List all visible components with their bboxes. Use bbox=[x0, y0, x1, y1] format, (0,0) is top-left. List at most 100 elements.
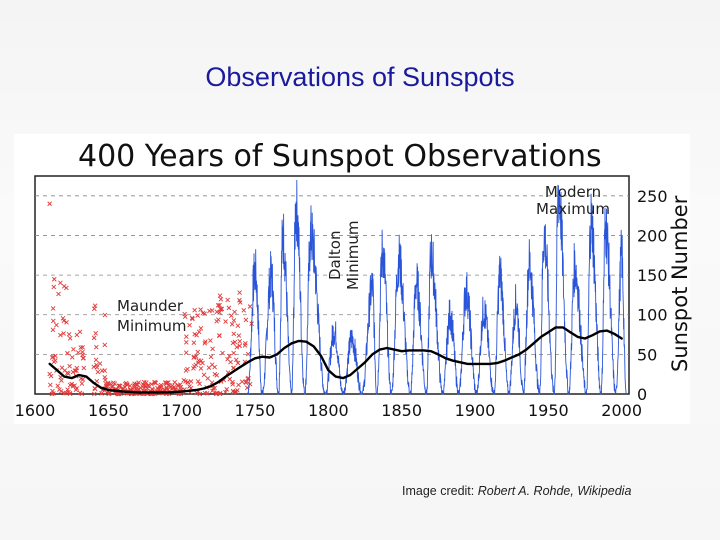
observation-mark bbox=[69, 354, 75, 360]
observation-mark bbox=[201, 372, 207, 378]
observation-mark bbox=[215, 303, 221, 308]
observation-mark bbox=[95, 369, 101, 375]
observation-mark bbox=[65, 370, 70, 376]
observation-mark bbox=[54, 322, 59, 328]
observation-mark bbox=[235, 323, 241, 328]
observation-mark bbox=[185, 380, 191, 385]
observation-mark bbox=[232, 339, 238, 345]
observation-mark bbox=[64, 285, 69, 291]
observation-mark bbox=[75, 350, 81, 355]
x-tick-label: 1750 bbox=[235, 401, 276, 420]
observation-mark bbox=[195, 379, 201, 384]
y-tick-label: 200 bbox=[637, 226, 668, 245]
observation-mark bbox=[97, 361, 103, 366]
x-tick-label: 1650 bbox=[88, 401, 129, 420]
smoothed-sunspot-series bbox=[48, 326, 623, 394]
observation-mark bbox=[50, 318, 56, 324]
observation-mark bbox=[91, 364, 97, 370]
observation-mark bbox=[74, 368, 79, 373]
observation-mark bbox=[233, 357, 239, 363]
observation-mark bbox=[79, 381, 85, 386]
y-tick-label: 50 bbox=[637, 345, 657, 364]
observation-mark bbox=[205, 376, 211, 381]
observation-mark bbox=[50, 306, 56, 311]
observation-mark bbox=[229, 313, 234, 319]
observation-mark bbox=[235, 360, 241, 366]
observation-mark bbox=[66, 332, 72, 337]
observation-mark bbox=[237, 343, 242, 349]
observation-mark bbox=[225, 356, 230, 362]
observation-mark bbox=[66, 389, 71, 395]
observation-mark bbox=[184, 334, 189, 340]
observation-mark bbox=[212, 385, 218, 391]
observation-mark bbox=[104, 381, 109, 387]
observation-mark bbox=[59, 378, 64, 383]
y-tick-label: 0 bbox=[637, 385, 647, 404]
observation-mark bbox=[241, 307, 247, 313]
smoothed-sunspot-line bbox=[48, 326, 623, 394]
observation-mark bbox=[217, 391, 223, 397]
observation-mark bbox=[79, 391, 85, 397]
x-tick-label: 2000 bbox=[601, 401, 642, 420]
observation-mark bbox=[210, 346, 215, 352]
credit-prefix: Image credit: bbox=[402, 484, 478, 498]
observation-mark bbox=[232, 309, 237, 315]
observation-mark bbox=[53, 353, 58, 359]
observation-mark bbox=[99, 368, 105, 373]
observation-mark bbox=[80, 377, 86, 382]
observation-mark bbox=[229, 321, 235, 327]
observation-mark bbox=[99, 391, 104, 396]
observation-mark bbox=[196, 329, 202, 335]
observation-mark bbox=[246, 375, 251, 381]
y-tick-label: 100 bbox=[637, 306, 668, 325]
observation-mark bbox=[231, 318, 237, 323]
observation-mark bbox=[212, 371, 218, 377]
observation-mark bbox=[183, 350, 189, 356]
observation-mark bbox=[218, 296, 224, 302]
observation-mark bbox=[243, 317, 249, 323]
annotation-maunder-minimum-line: Minimum bbox=[117, 317, 187, 335]
observation-mark bbox=[58, 332, 63, 338]
observation-mark bbox=[74, 332, 80, 338]
observation-mark bbox=[208, 354, 214, 360]
observation-mark bbox=[93, 357, 99, 363]
observation-mark bbox=[219, 306, 225, 312]
observation-mark bbox=[145, 386, 150, 391]
observation-mark bbox=[49, 391, 55, 397]
annotation-modern-maximum-line: Modern bbox=[545, 183, 601, 201]
observation-mark bbox=[67, 363, 72, 369]
observation-mark bbox=[51, 391, 56, 396]
observation-mark bbox=[200, 310, 206, 316]
observation-mark bbox=[78, 345, 84, 350]
observation-mark bbox=[80, 352, 85, 358]
annotation-maunder-minimum-line: Maunder bbox=[117, 297, 184, 315]
observation-mark bbox=[65, 350, 70, 356]
observation-mark bbox=[91, 391, 97, 397]
observation-mark bbox=[56, 291, 61, 297]
observation-mark bbox=[213, 390, 219, 396]
observation-mark bbox=[67, 382, 73, 388]
observation-mark bbox=[182, 311, 188, 317]
observation-mark bbox=[239, 379, 245, 384]
observation-mark bbox=[52, 358, 58, 363]
observation-mark bbox=[217, 293, 223, 299]
monthly-sunspot-line bbox=[247, 179, 627, 396]
observation-mark bbox=[224, 387, 230, 392]
observation-mark bbox=[50, 327, 56, 333]
observation-mark bbox=[64, 320, 69, 325]
observation-mark bbox=[92, 386, 98, 392]
observation-mark bbox=[81, 365, 87, 371]
observation-mark bbox=[247, 304, 253, 309]
observation-mark bbox=[61, 318, 67, 324]
observation-mark bbox=[234, 344, 240, 350]
observation-mark bbox=[223, 389, 228, 395]
plot-area bbox=[34, 175, 630, 395]
observation-mark bbox=[143, 380, 149, 385]
observation-mark bbox=[220, 350, 225, 356]
observation-mark bbox=[149, 381, 154, 387]
observation-mark bbox=[65, 387, 70, 392]
gridlines bbox=[35, 195, 629, 355]
observation-mark bbox=[193, 362, 199, 368]
observation-mark bbox=[214, 390, 220, 396]
observation-mark bbox=[102, 342, 108, 348]
